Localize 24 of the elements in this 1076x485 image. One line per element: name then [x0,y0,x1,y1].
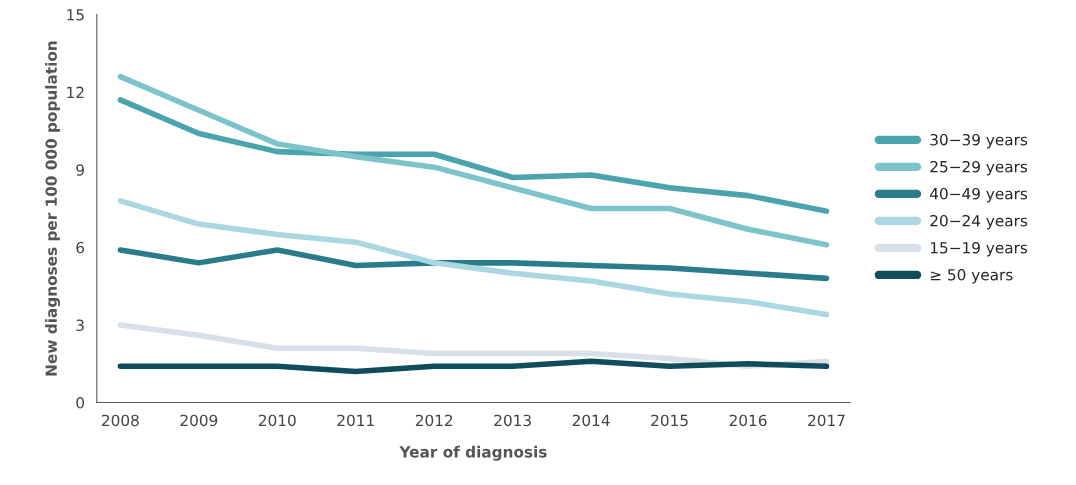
x-tick-label: 2011 [337,414,374,427]
y-tick-label: 9 [76,164,84,176]
legend-label: 30−39 years [930,133,1028,149]
x-tick-label: 2012 [415,414,453,427]
y-axis-title: New diagnoses per 100 000 population [45,41,61,376]
legend-label: 15−19 years [930,241,1028,257]
x-tick-label: 2013 [494,414,531,427]
y-tick-label: 12 [67,86,84,98]
x-tick-label: 2010 [258,414,296,427]
x-tick-label: 2014 [572,414,610,427]
x-tick-label: 2009 [180,414,218,427]
y-tick-label: 0 [76,397,85,409]
x-tick-label: 2015 [651,414,688,427]
x-tick-label: 2017 [808,414,845,427]
x-tick-label: 2016 [729,414,767,427]
x-tick-label: 2008 [102,414,139,427]
legend-label: 25−29 years [930,160,1028,176]
y-tick-label: 3 [76,319,84,331]
x-axis-title: Year of diagnosis [399,445,547,461]
y-tick-label: 15 [67,9,84,21]
legend-label: 20−24 years [930,214,1028,230]
legend-label: 40−49 years [930,187,1028,203]
legend-label: ≥ 50 years [930,268,1013,284]
y-tick-label: 6 [76,241,85,254]
